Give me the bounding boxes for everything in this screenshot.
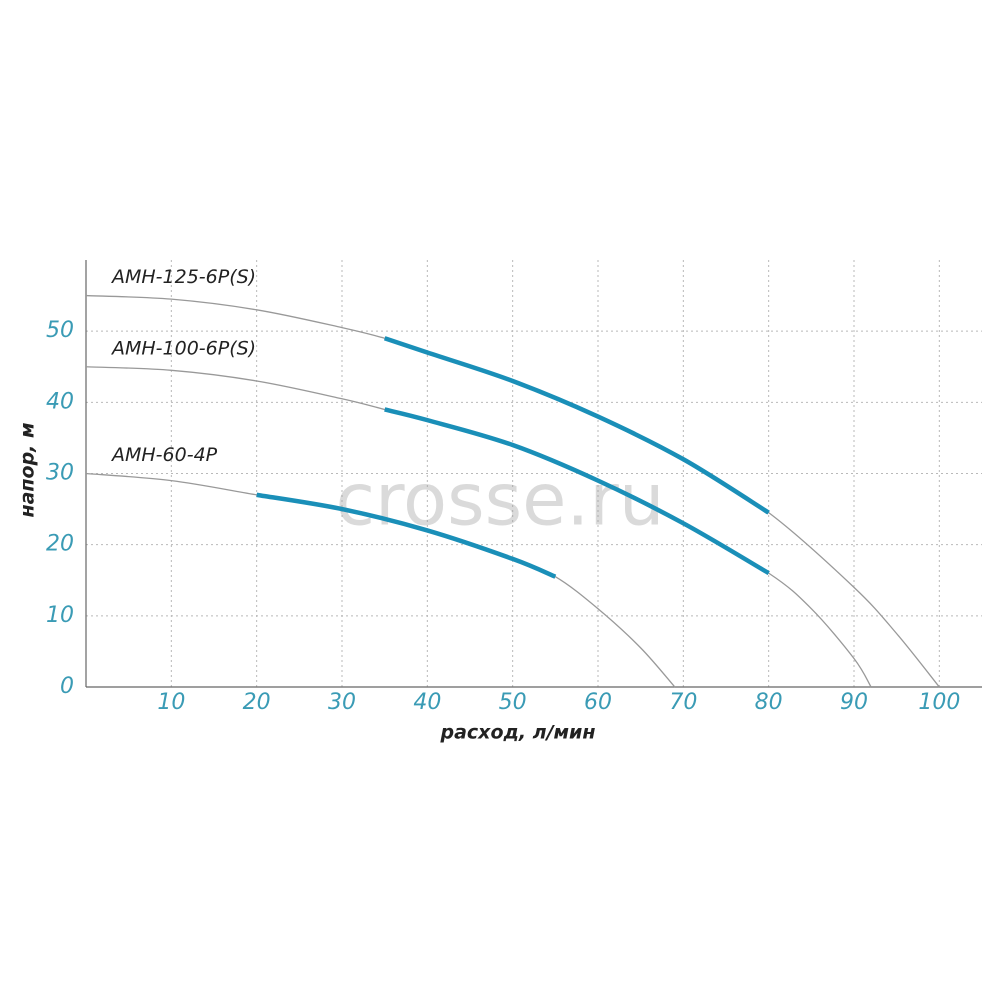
series-label: АМН-125-6Р(S) (110, 266, 256, 288)
x-tick-label: 20 (243, 690, 271, 715)
y-tick-label: 0 (60, 674, 74, 699)
watermark: crosse.ru (335, 458, 664, 542)
operating-range (383, 336, 770, 515)
x-tick-label: 70 (669, 690, 697, 715)
y-tick-label: 30 (46, 461, 74, 486)
y-tick-label: 50 (46, 318, 74, 343)
x-tick-label: 60 (584, 690, 612, 715)
series-label: АМН-60-4Р (110, 444, 218, 466)
operating-range (256, 492, 557, 579)
x-tick-label: 40 (413, 690, 441, 715)
x-tick-label: 10 (157, 690, 185, 715)
x-tick-label: 30 (328, 690, 356, 715)
series-label: АМН-100-6Р(S) (110, 337, 256, 359)
x-tick-label: 50 (499, 690, 527, 715)
y-tick-label: 20 (46, 532, 74, 557)
x-tick-label: 90 (840, 690, 868, 715)
y-axis-title: напор, м (17, 422, 39, 517)
x-tick-label: 80 (755, 690, 783, 715)
x-tick-label: 100 (918, 690, 960, 715)
operating-range (384, 407, 770, 576)
y-tick-label: 40 (46, 389, 74, 414)
x-axis-title: расход, л/мин (440, 722, 596, 744)
y-tick-label: 10 (46, 603, 74, 628)
